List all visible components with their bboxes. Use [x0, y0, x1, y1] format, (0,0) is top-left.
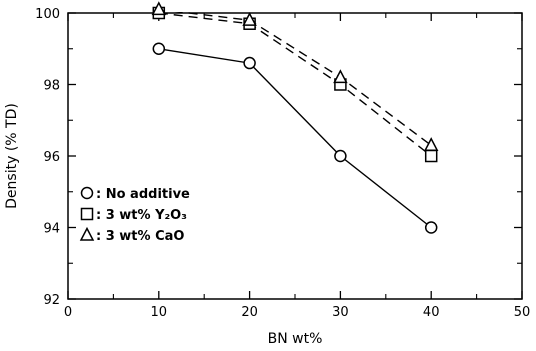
series-line-triangle — [174, 12, 432, 146]
series-line-circle — [158, 48, 432, 229]
legend: : No additive : 3 wt% Y₂O₃ : 3 wt% CaO — [79, 186, 190, 244]
y-tick-label: 100 — [35, 7, 60, 22]
x-tick-label: 30 — [332, 305, 349, 320]
series-lines — [158, 12, 432, 229]
axes: 0 10 20 30 40 50 92 94 96 98 100 — [35, 7, 530, 320]
y-tick-label: 92 — [43, 293, 60, 308]
data-point-circle — [152, 42, 166, 55]
legend-label: : 3 wt% CaO — [96, 229, 184, 244]
legend-label: : 3 wt% Y₂O₃ — [96, 208, 187, 223]
data-point-circle — [424, 221, 438, 234]
data-point-triangle — [333, 69, 348, 84]
data-point-circle — [334, 149, 347, 163]
y-axis-title: Density (% TD) — [4, 103, 20, 209]
x-tick-label: 50 — [514, 305, 531, 320]
data-point-triangle — [423, 137, 439, 152]
data-point-triangle — [242, 12, 257, 26]
x-tick-label: 20 — [241, 305, 258, 320]
data-point-circle — [243, 56, 256, 70]
legend-label: : No additive — [96, 187, 190, 202]
x-tick-label: 0 — [64, 305, 72, 320]
series-markers — [151, 1, 439, 234]
legend-marker-circle — [80, 186, 94, 200]
legend-marker-triangle — [79, 226, 95, 241]
y-tick-label: 98 — [43, 79, 60, 94]
x-tick-label: 10 — [151, 305, 168, 320]
y-tick-label: 94 — [43, 222, 60, 237]
x-axis-title: BN wt% — [268, 331, 323, 347]
data-point-triangle — [151, 1, 167, 16]
plot-frame — [67, 12, 523, 300]
y-tick-label: 96 — [43, 150, 60, 165]
legend-marker-square — [80, 207, 94, 221]
x-tick-label: 40 — [423, 305, 440, 320]
series-line-square — [158, 12, 432, 157]
data-point-square — [424, 149, 438, 163]
